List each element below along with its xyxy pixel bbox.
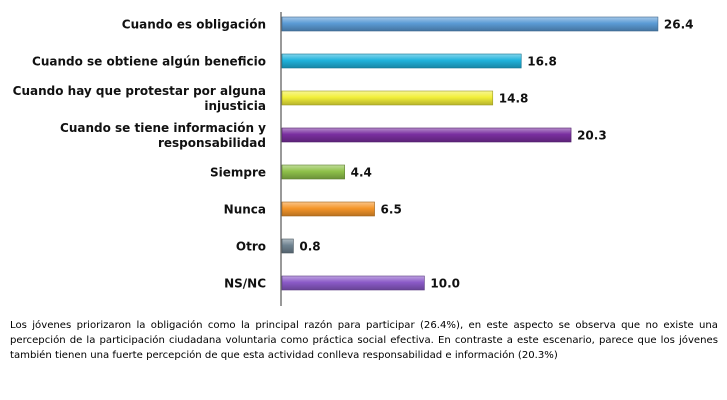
value-label: 20.3 <box>577 129 607 143</box>
category-label: Otro <box>236 240 266 254</box>
bar <box>281 275 425 291</box>
value-label: 0.8 <box>299 240 320 254</box>
bar <box>281 53 522 69</box>
value-label: 4.4 <box>351 166 372 180</box>
bar <box>281 90 494 106</box>
value-label: 14.8 <box>499 92 529 106</box>
bar <box>281 201 375 217</box>
value-label: 10.0 <box>430 277 460 291</box>
category-label: Siempre <box>210 166 266 180</box>
bar <box>281 16 659 32</box>
value-label: 26.4 <box>664 18 694 32</box>
category-label: Cuando es obligación <box>122 18 266 32</box>
value-label: 16.8 <box>527 55 557 69</box>
category-label: Nunca <box>224 203 266 217</box>
category-label: Cuando hay que protestar por alguna injus… <box>13 84 266 113</box>
chart-caption: Los jóvenes priorizaron la obligación co… <box>10 320 718 361</box>
bar <box>281 164 345 180</box>
bar <box>281 127 572 143</box>
category-label: NS/NC <box>224 277 266 291</box>
category-label: Cuando se obtiene algún beneficio <box>32 55 266 69</box>
value-label: 6.5 <box>381 203 402 217</box>
category-label: Cuando se tiene información y responsabil… <box>60 121 266 150</box>
bar <box>281 238 294 254</box>
bar-chart: 26.4 Cuando es obligación 16.8 Cuando se ob… <box>13 12 694 306</box>
